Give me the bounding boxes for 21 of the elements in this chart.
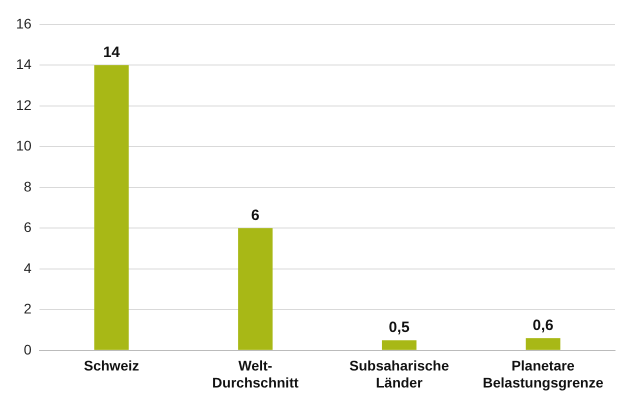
y-tick-label: 16 xyxy=(16,15,32,32)
y-tick-label: 14 xyxy=(16,56,32,72)
data-label: 0,5 xyxy=(388,318,410,336)
x-tick-label: Planetare Belastungsgrenze xyxy=(482,358,604,390)
bar xyxy=(238,228,273,350)
y-tick-label: 12 xyxy=(16,96,32,113)
bar xyxy=(94,65,129,350)
y-tick-label: 2 xyxy=(24,300,32,317)
x-tick-label: Welt-Durchschnitt xyxy=(212,358,299,390)
y-tick-label: 10 xyxy=(16,138,32,154)
x-tick-label: Subsaharische Länder xyxy=(349,358,450,390)
data-label: 6 xyxy=(251,206,260,224)
y-tick-label: 6 xyxy=(24,219,32,236)
y-tick-label: 4 xyxy=(24,260,32,276)
data-label: 0,6 xyxy=(532,316,554,334)
y-tick-label: 0 xyxy=(24,341,32,358)
y-tick-label: 8 xyxy=(24,178,32,194)
data-label: 14 xyxy=(103,44,120,61)
x-tick-label: Schweiz xyxy=(84,358,140,374)
bar xyxy=(382,340,416,350)
bar xyxy=(526,338,560,350)
